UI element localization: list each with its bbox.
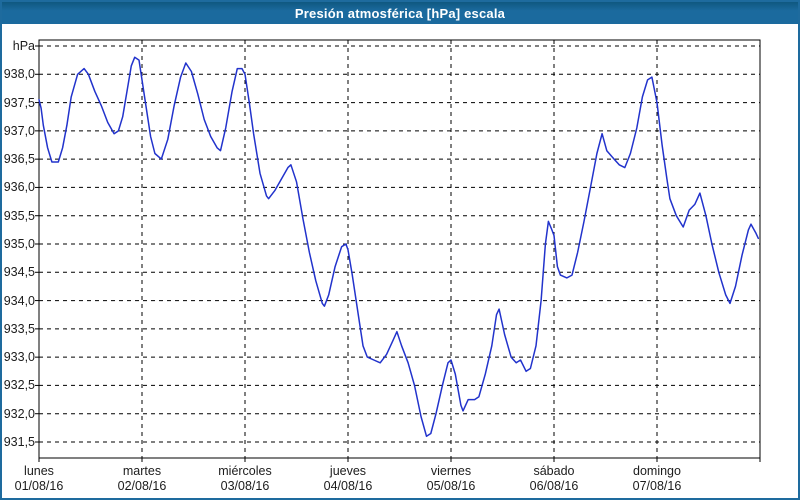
y-axis-tick-label: 933,0 [3,350,35,365]
x-axis-day-label: martes 02/08/16 [87,464,197,494]
x-axis-day-label: viernes 05/08/16 [396,464,506,494]
day-date: 07/08/16 [632,479,682,493]
x-axis-day-label: domingo 07/08/16 [602,464,712,494]
y-axis-tick-label: 934,0 [3,293,35,308]
y-axis-tick-label: 937,0 [3,123,35,138]
day-date: 02/08/16 [117,479,167,493]
y-axis-tick-label: 935,5 [3,208,35,223]
y-axis-tick-label: 938,0 [3,67,35,82]
pressure-line-series [38,56,760,438]
day-date: 06/08/16 [529,479,579,493]
day-date: 03/08/16 [220,479,270,493]
pressure-chart: hPa 938,0 937,5 937,0 936,5 936,0 935,5 935,0 93… [2,24,798,498]
title-bar: Presión atmosférica [hPa] escala [2,2,798,24]
x-axis-day-label: sábado 06/08/16 [499,464,609,494]
day-name: sábado [533,464,575,478]
y-axis-tick-label: 935,0 [3,237,35,251]
x-axis-day-label: lunes 01/08/16 [2,464,94,494]
y-axis-tick-label: 934,5 [3,265,35,280]
y-axis-unit-label: hPa [12,39,35,53]
y-axis-tick-label: 936,5 [3,152,35,167]
day-date: 04/08/16 [323,479,373,493]
day-name: lunes [24,464,54,478]
plot-frame [38,39,761,459]
y-axis-tick-label: 932,5 [3,378,35,393]
y-axis-tick-label: 931,5 [3,435,35,449]
x-axis-day-label: jueves 04/08/16 [293,464,403,494]
day-name: viernes [430,464,472,478]
day-name: martes [122,464,162,478]
day-date: 01/08/16 [14,479,64,493]
day-name: jueves [329,464,367,478]
y-axis-tick-label: 932,0 [3,406,35,421]
window-title: Presión atmosférica [hPa] escala [294,5,506,21]
day-name: domingo [633,464,681,478]
y-axis-tick-label: 936,0 [3,180,35,195]
day-date: 05/08/16 [426,479,476,493]
y-axis-tick-label: 937,5 [3,95,35,110]
chart-canvas [35,39,761,462]
x-axis-day-label: miércoles 03/08/16 [190,464,300,494]
day-name: miércoles [218,464,272,478]
y-axis-tick-label: 933,5 [3,321,35,336]
